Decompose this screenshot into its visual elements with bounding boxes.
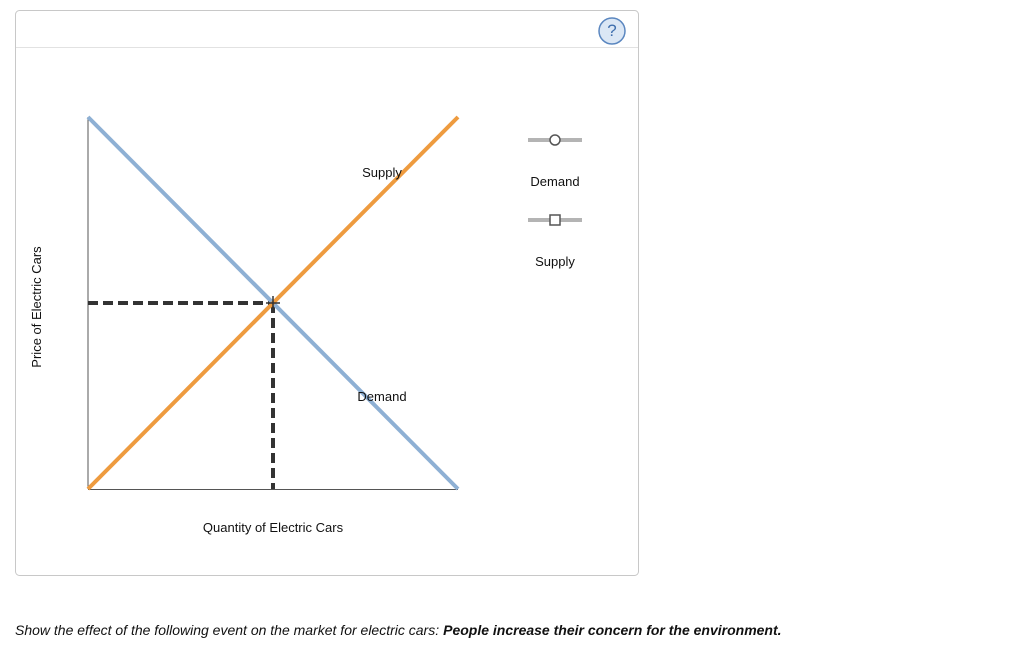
tool-handle[interactable]	[549, 134, 561, 146]
x-axis-label: Quantity of Electric Cars	[203, 520, 344, 535]
tool-handle[interactable]	[549, 214, 561, 226]
help-circle[interactable]	[598, 17, 626, 45]
instruction-event: People increase their concern for the en…	[443, 622, 782, 638]
curve-label: Demand	[357, 389, 406, 404]
y-axis-label: Price of Electric Cars	[29, 246, 44, 368]
instruction: Show the effect of the following event o…	[15, 622, 782, 638]
tool-label[interactable]: Supply	[535, 254, 575, 269]
supply-tool[interactable]: Supply	[528, 214, 582, 269]
help-button[interactable]: ?	[598, 17, 626, 45]
demand-tool[interactable]: Demand	[528, 134, 582, 189]
panel-border	[15, 10, 639, 576]
equilibrium-cross	[266, 296, 280, 310]
curve-label: Supply	[362, 165, 402, 180]
help-label[interactable]: ?	[607, 21, 616, 40]
instruction-text: Show the effect of the following event o…	[15, 622, 440, 638]
tool-label[interactable]: Demand	[530, 174, 579, 189]
